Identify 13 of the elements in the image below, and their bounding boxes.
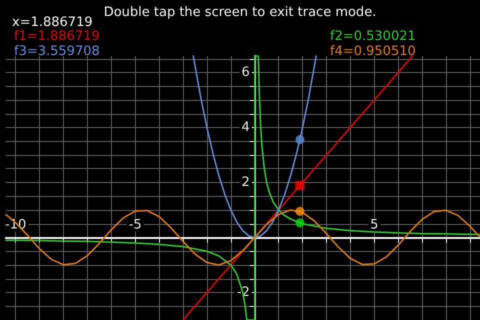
text: f2=0.530021 — [330, 29, 416, 44]
text: x=1.886719 — [12, 15, 93, 30]
text: f1=1.886719 — [14, 29, 100, 44]
y-tick-label: 4 — [242, 120, 250, 135]
y-tick-label: 6 — [242, 65, 250, 80]
y-tick-label: 2 — [242, 175, 250, 190]
line-series — [5, 55, 480, 320]
x-tick-label: 5 — [370, 218, 378, 232]
text: f4=0.950510 — [330, 44, 416, 59]
chart-title: Double tap the screen to exit trace mode. — [104, 5, 376, 20]
x-tick-label: -5 — [128, 218, 142, 232]
text: f3=3.559708 — [14, 44, 100, 59]
line-series — [192, 55, 317, 238]
